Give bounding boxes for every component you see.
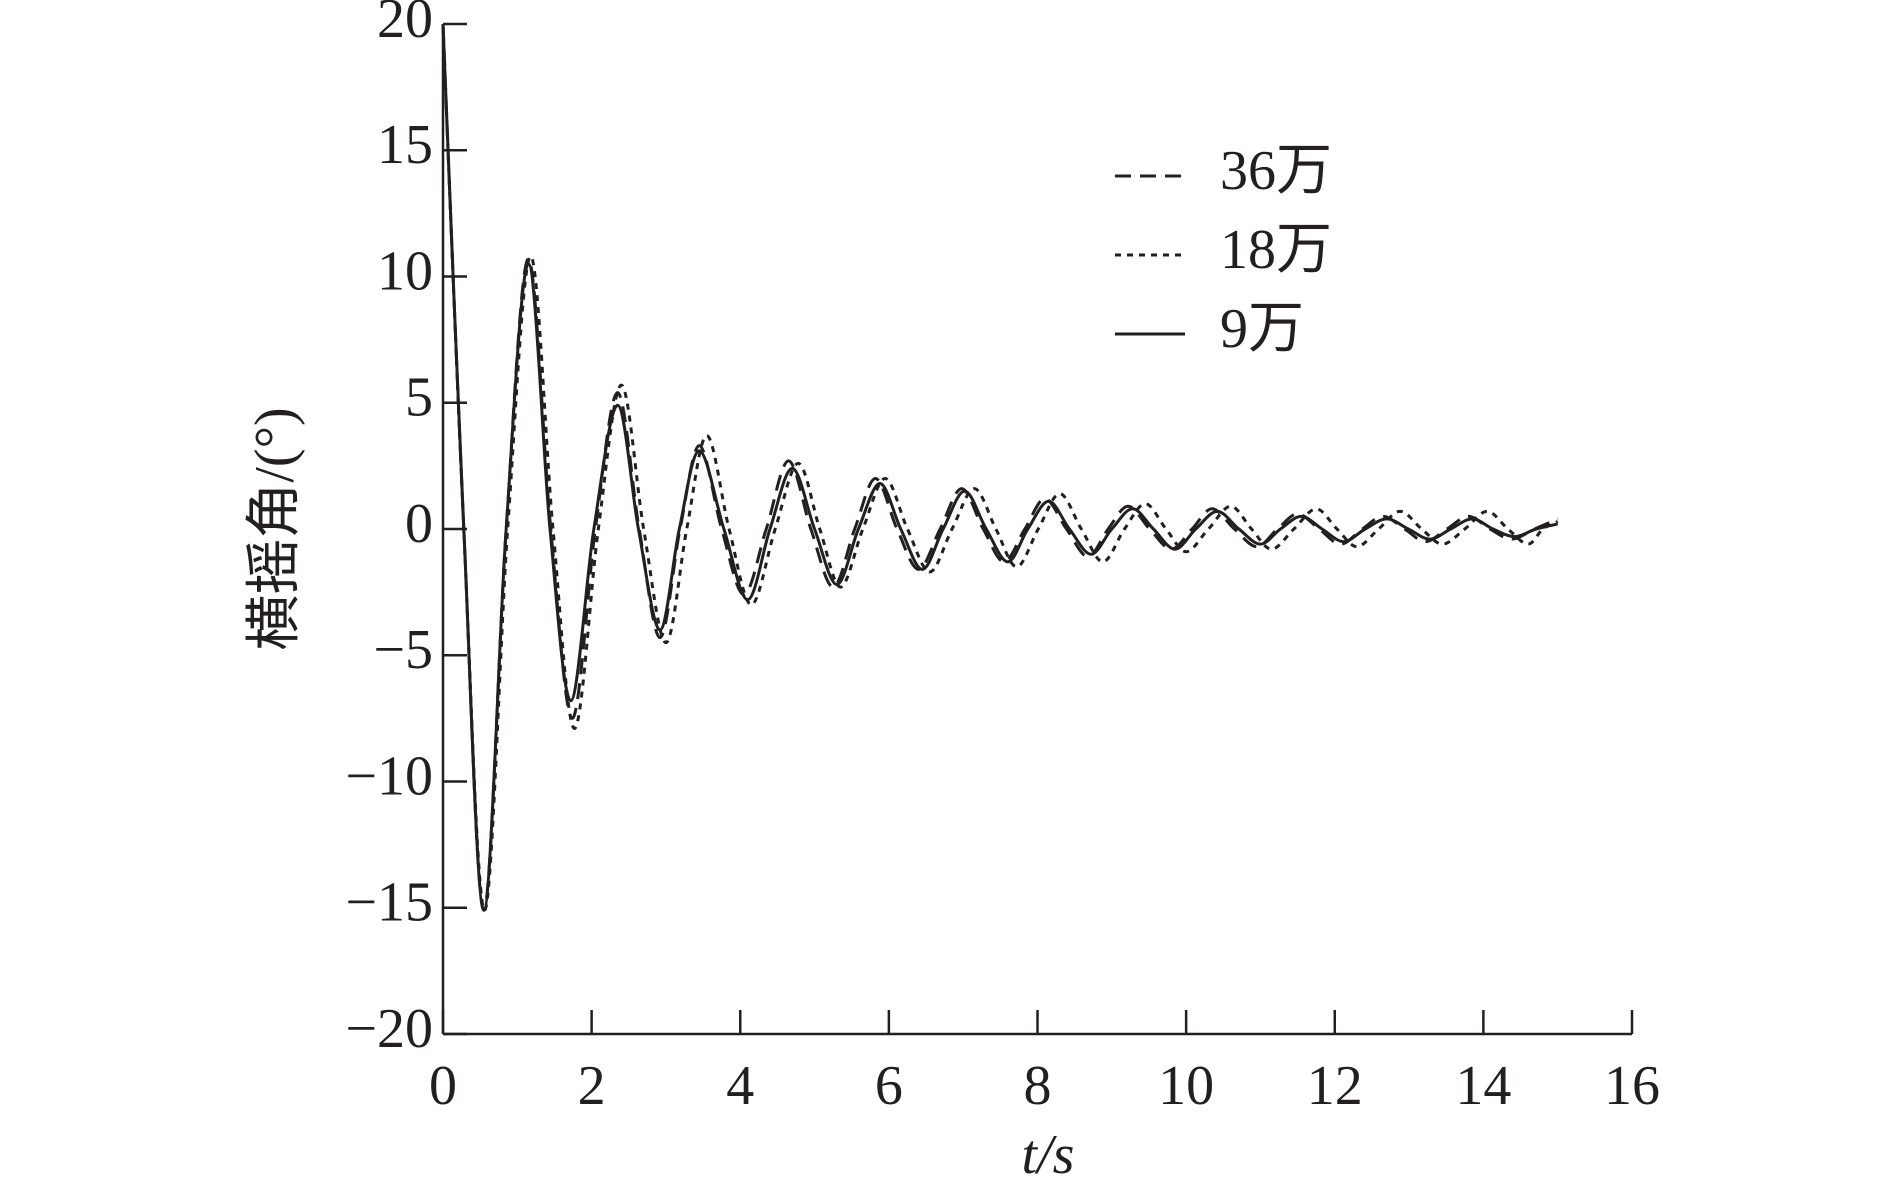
y-axis-label: 横摇角/(°) [244, 407, 306, 650]
x-tick-label: 2 [578, 1055, 606, 1117]
x-tick-label: 4 [726, 1055, 754, 1117]
legend-label: 36万 [1220, 140, 1332, 202]
y-tick-label: 5 [405, 367, 433, 429]
x-tick-label: 14 [1455, 1055, 1511, 1117]
y-tick-label: 0 [405, 493, 433, 555]
y-tick-label: −10 [345, 745, 433, 807]
y-tick-label: −20 [345, 998, 433, 1060]
x-tick-label: 10 [1158, 1055, 1214, 1117]
legend-label: 18万 [1220, 219, 1332, 281]
y-tick-label: −5 [373, 619, 433, 681]
y-tick-label: 20 [377, 0, 433, 50]
y-tick-label: −15 [345, 872, 433, 934]
y-tick-label: 10 [377, 240, 433, 302]
series-line [441, 23, 1559, 912]
x-tick-label: 8 [1024, 1055, 1052, 1117]
series-line [441, 23, 1559, 912]
series-line [441, 23, 1559, 912]
x-tick-label: 6 [875, 1055, 903, 1117]
legend-label: 9万 [1220, 298, 1304, 360]
x-tick-label: 16 [1604, 1055, 1660, 1117]
x-tick-label: 0 [429, 1055, 457, 1117]
x-tick-label: 12 [1307, 1055, 1363, 1117]
y-tick-label: 15 [377, 114, 433, 176]
x-axis-label: t/s [1022, 1124, 1075, 1186]
